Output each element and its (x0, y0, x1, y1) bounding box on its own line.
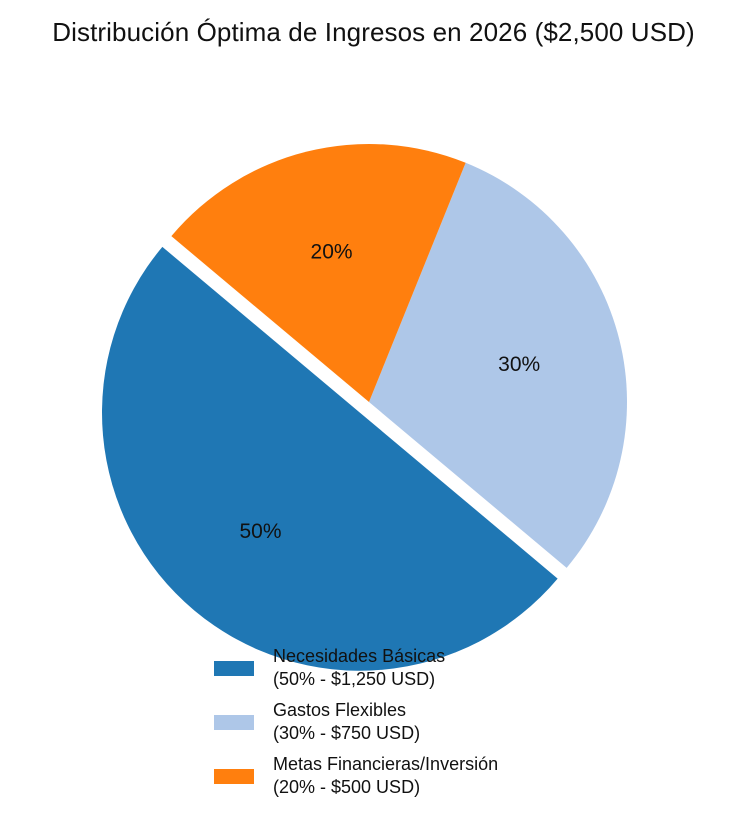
slice-label-metas-financieras: 20% (311, 240, 353, 263)
legend-detail-gastos-flexibles: (30% - $750 USD) (273, 723, 421, 743)
pie-slice-metas-financieras (171, 144, 466, 402)
legend-text-metas-financieras: Metas Financieras/Inversión (20% - $500 … (273, 753, 498, 799)
legend-text-gastos-flexibles: Gastos Flexibles (30% - $750 USD) (273, 699, 420, 745)
slice-label-necesidades-basicas: 50% (239, 520, 281, 543)
legend-text-necesidades-basicas: Necesidades Básicas (50% - $1,250 USD) (273, 645, 445, 691)
pie-slices (102, 144, 627, 671)
slice-percent-labels: 50% 30% 20% (239, 240, 540, 543)
slice-label-gastos-flexibles: 30% (498, 353, 540, 376)
legend-detail-metas-financieras: (20% - $500 USD) (273, 777, 421, 797)
legend-label-metas-financieras: Metas Financieras/Inversión (273, 754, 499, 774)
legend-item-necesidades-basicas: Necesidades Básicas (50% - $1,250 USD) (214, 643, 634, 693)
legend-detail-necesidades-basicas: (50% - $1,250 USD) (273, 669, 436, 689)
legend-item-gastos-flexibles: Gastos Flexibles (30% - $750 USD) (214, 697, 634, 747)
legend-swatch-metas-financieras (214, 768, 254, 784)
legend: Necesidades Básicas (50% - $1,250 USD) G… (214, 643, 634, 805)
legend-item-metas-financieras: Metas Financieras/Inversión (20% - $500 … (214, 751, 634, 801)
chart-title: Distribución Óptima de Ingresos en 2026 … (52, 17, 695, 47)
legend-label-gastos-flexibles: Gastos Flexibles (273, 700, 407, 720)
pie-slice-gastos-flexibles (369, 162, 627, 568)
legend-swatch-necesidades-basicas (214, 660, 254, 676)
pie-slice-necesidades-basicas (102, 246, 558, 671)
legend-swatch-gastos-flexibles (214, 714, 254, 730)
legend-label-necesidades-basicas: Necesidades Básicas (273, 646, 446, 666)
